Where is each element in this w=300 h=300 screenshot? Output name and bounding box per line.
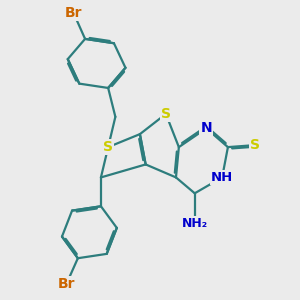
Text: NH₂: NH₂ xyxy=(182,217,208,230)
Text: S: S xyxy=(103,140,113,154)
Text: Br: Br xyxy=(65,6,82,20)
Text: S: S xyxy=(250,138,260,152)
Text: N: N xyxy=(200,122,212,135)
Text: S: S xyxy=(161,107,171,121)
Text: Br: Br xyxy=(58,277,75,291)
Text: NH: NH xyxy=(211,171,233,184)
